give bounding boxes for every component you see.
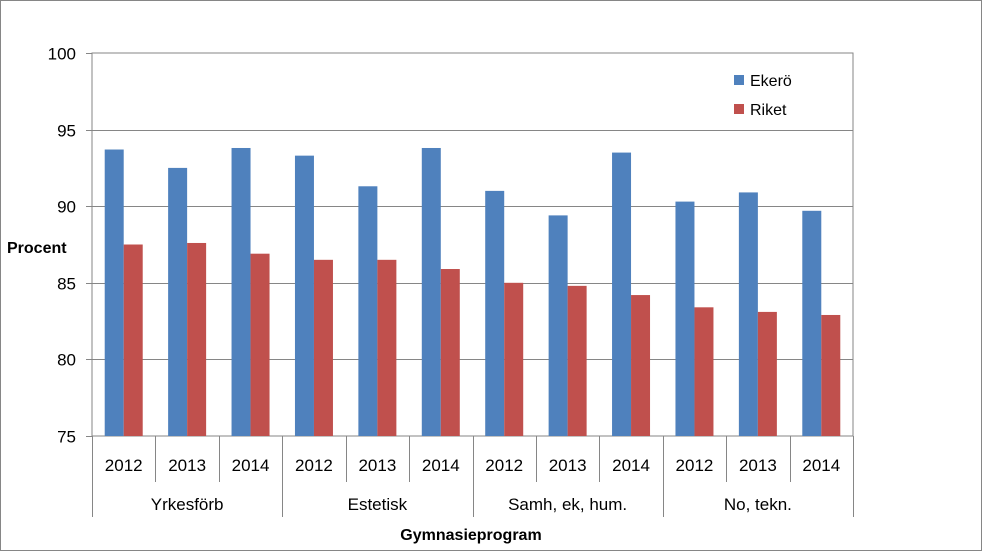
bar-riket-7: [567, 285, 587, 436]
bar-eker--1: [168, 167, 188, 436]
x-tick-label: 2012: [105, 456, 143, 475]
x-tick-label: 2014: [232, 456, 270, 475]
bar-riket-10: [757, 311, 777, 436]
bar-eker--6: [485, 190, 505, 436]
group-label: Samh, ek, hum.: [508, 495, 627, 514]
bar-riket-11: [821, 314, 841, 436]
group-label: Yrkesförb: [151, 495, 224, 514]
bar-eker--10: [738, 192, 758, 436]
bar-riket-1: [187, 242, 207, 436]
legend-label: Riket: [750, 102, 787, 119]
bar-eker--4: [358, 186, 378, 436]
x-tick-label: 2013: [358, 456, 396, 475]
bar-riket-8: [631, 295, 651, 436]
x-tick-label: 2013: [168, 456, 206, 475]
bar-riket-3: [313, 259, 333, 436]
bar-eker--8: [612, 152, 632, 436]
group-label: Estetisk: [348, 495, 408, 514]
plot-area: [91, 52, 854, 437]
bar-eker--3: [294, 155, 314, 437]
bar-riket-9: [694, 307, 714, 436]
bar-eker--9: [675, 201, 695, 436]
group-label: No, tekn.: [724, 495, 792, 514]
bar-riket-0: [123, 244, 143, 436]
legend-swatch: [734, 75, 744, 85]
bar-riket-5: [440, 269, 460, 436]
x-tick-label: 2014: [802, 456, 840, 475]
x-tick-label: 2013: [739, 456, 777, 475]
y-tick-label: 85: [57, 275, 76, 294]
bar-eker--0: [104, 149, 124, 437]
bar-eker--5: [421, 147, 441, 436]
x-tick-label: 2013: [549, 456, 587, 475]
bar-riket-4: [377, 259, 397, 436]
bar-eker--7: [548, 215, 568, 436]
legend-label: Ekerö: [750, 73, 792, 90]
legend-swatch: [734, 104, 744, 114]
bar-eker--2: [231, 147, 251, 436]
y-tick-label: 100: [48, 45, 76, 64]
x-axis-title: Gymnasieprogram: [400, 527, 541, 544]
x-tick-label: 2012: [676, 456, 714, 475]
bar-riket-2: [250, 253, 270, 436]
y-tick-label: 75: [57, 428, 76, 447]
x-tick-label: 2014: [422, 456, 460, 475]
y-tick-label: 95: [57, 122, 76, 141]
bar-eker--11: [802, 210, 822, 436]
y-tick-label: 90: [57, 198, 76, 217]
y-tick-label: 80: [57, 351, 76, 370]
bar-riket-6: [504, 282, 524, 436]
x-tick-label: 2012: [485, 456, 523, 475]
y-axis-title: Procent: [7, 240, 67, 257]
x-tick-label: 2014: [612, 456, 650, 475]
x-tick-label: 2012: [295, 456, 333, 475]
